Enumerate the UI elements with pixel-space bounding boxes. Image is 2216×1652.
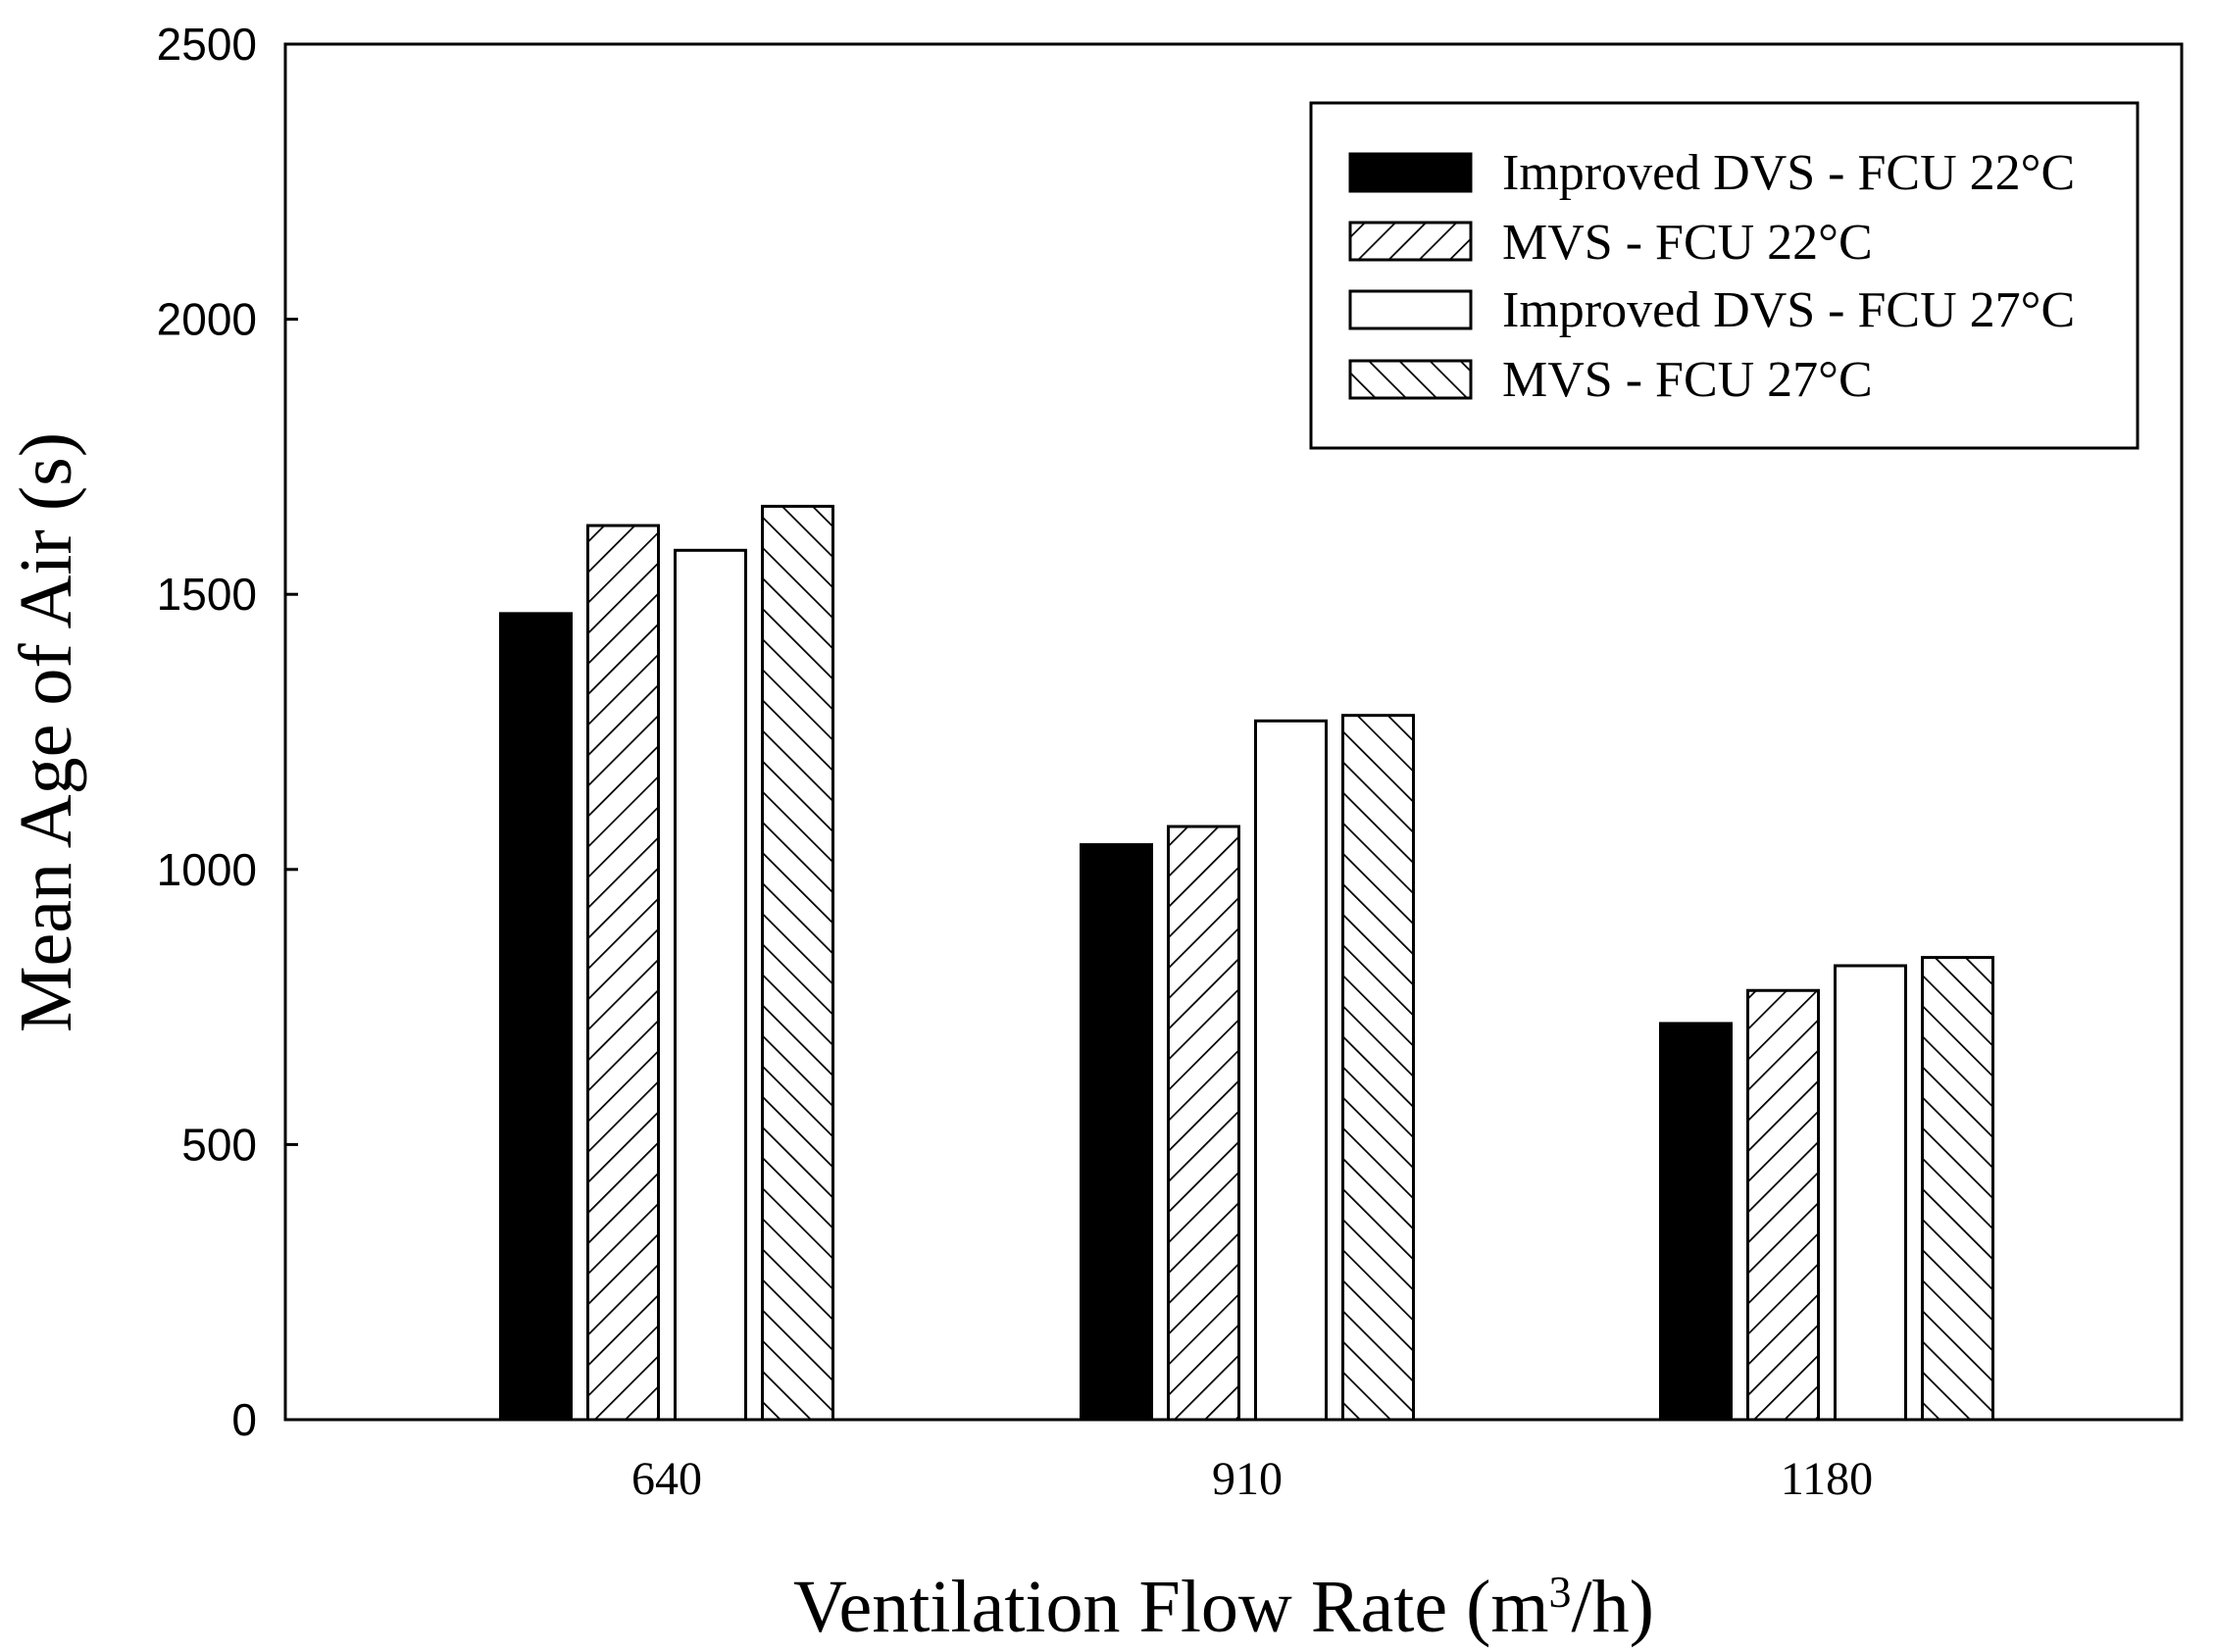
x-axis-title: Ventilation Flow Rate (m3/h)	[793, 1566, 1654, 1648]
legend-label-improved-dvs-22: Improved DVS - FCU 22°C	[1502, 145, 2075, 201]
bar-series1-910	[1167, 825, 1240, 1422]
y-tick-label: 1500	[157, 569, 257, 620]
x-axis-title-main: Ventilation Flow Rate (m	[793, 1566, 1548, 1648]
y-tick-label: 2500	[157, 19, 257, 70]
bar-series1-1180	[1746, 988, 1820, 1422]
x-axis-labels: 640 910 1180	[631, 1453, 1873, 1505]
legend: Improved DVS - FCU 22°C MVS - FCU 22°C I…	[1309, 101, 2140, 450]
y-tick-label: 1000	[157, 844, 257, 895]
bar-series3-910	[1341, 714, 1415, 1422]
y-axis-ticks: 0 500 1000 1500 2000 2500	[157, 19, 298, 1445]
legend-swatch-mvs-22	[1348, 221, 1473, 262]
bar-series0-1180	[1659, 1022, 1733, 1422]
bar-series2-910	[1254, 719, 1328, 1422]
y-tick-label: 2000	[157, 294, 257, 345]
bar-series0-910	[1080, 843, 1153, 1422]
y-tick-label: 500	[181, 1119, 257, 1170]
x-axis-title-suffix: /h)	[1572, 1566, 1654, 1648]
y-tick-label: 0	[231, 1394, 257, 1445]
x-tick-label: 1180	[1781, 1453, 1873, 1505]
bar-series0-640	[499, 612, 573, 1422]
x-tick-label: 910	[1212, 1453, 1283, 1505]
bars-group	[499, 504, 1994, 1422]
bar-series2-640	[674, 548, 747, 1422]
bar-series2-1180	[1834, 964, 1907, 1422]
legend-swatch-improved-dvs-22	[1348, 152, 1473, 193]
legend-label-mvs-27: MVS - FCU 27°C	[1502, 352, 1873, 408]
legend-swatch-mvs-27	[1348, 359, 1473, 400]
x-axis-title-superscript: 3	[1549, 1567, 1572, 1617]
bar-series3-640	[761, 504, 834, 1422]
y-axis-title: Mean Age of Air (s)	[5, 432, 87, 1032]
bar-series3-1180	[1921, 956, 1994, 1422]
x-tick-label: 640	[631, 1453, 702, 1505]
bar-series1-640	[586, 524, 660, 1422]
legend-swatch-improved-dvs-27	[1348, 289, 1473, 330]
legend-label-mvs-22: MVS - FCU 22°C	[1502, 215, 1873, 271]
legend-label-improved-dvs-27: Improved DVS - FCU 27°C	[1502, 282, 2075, 338]
